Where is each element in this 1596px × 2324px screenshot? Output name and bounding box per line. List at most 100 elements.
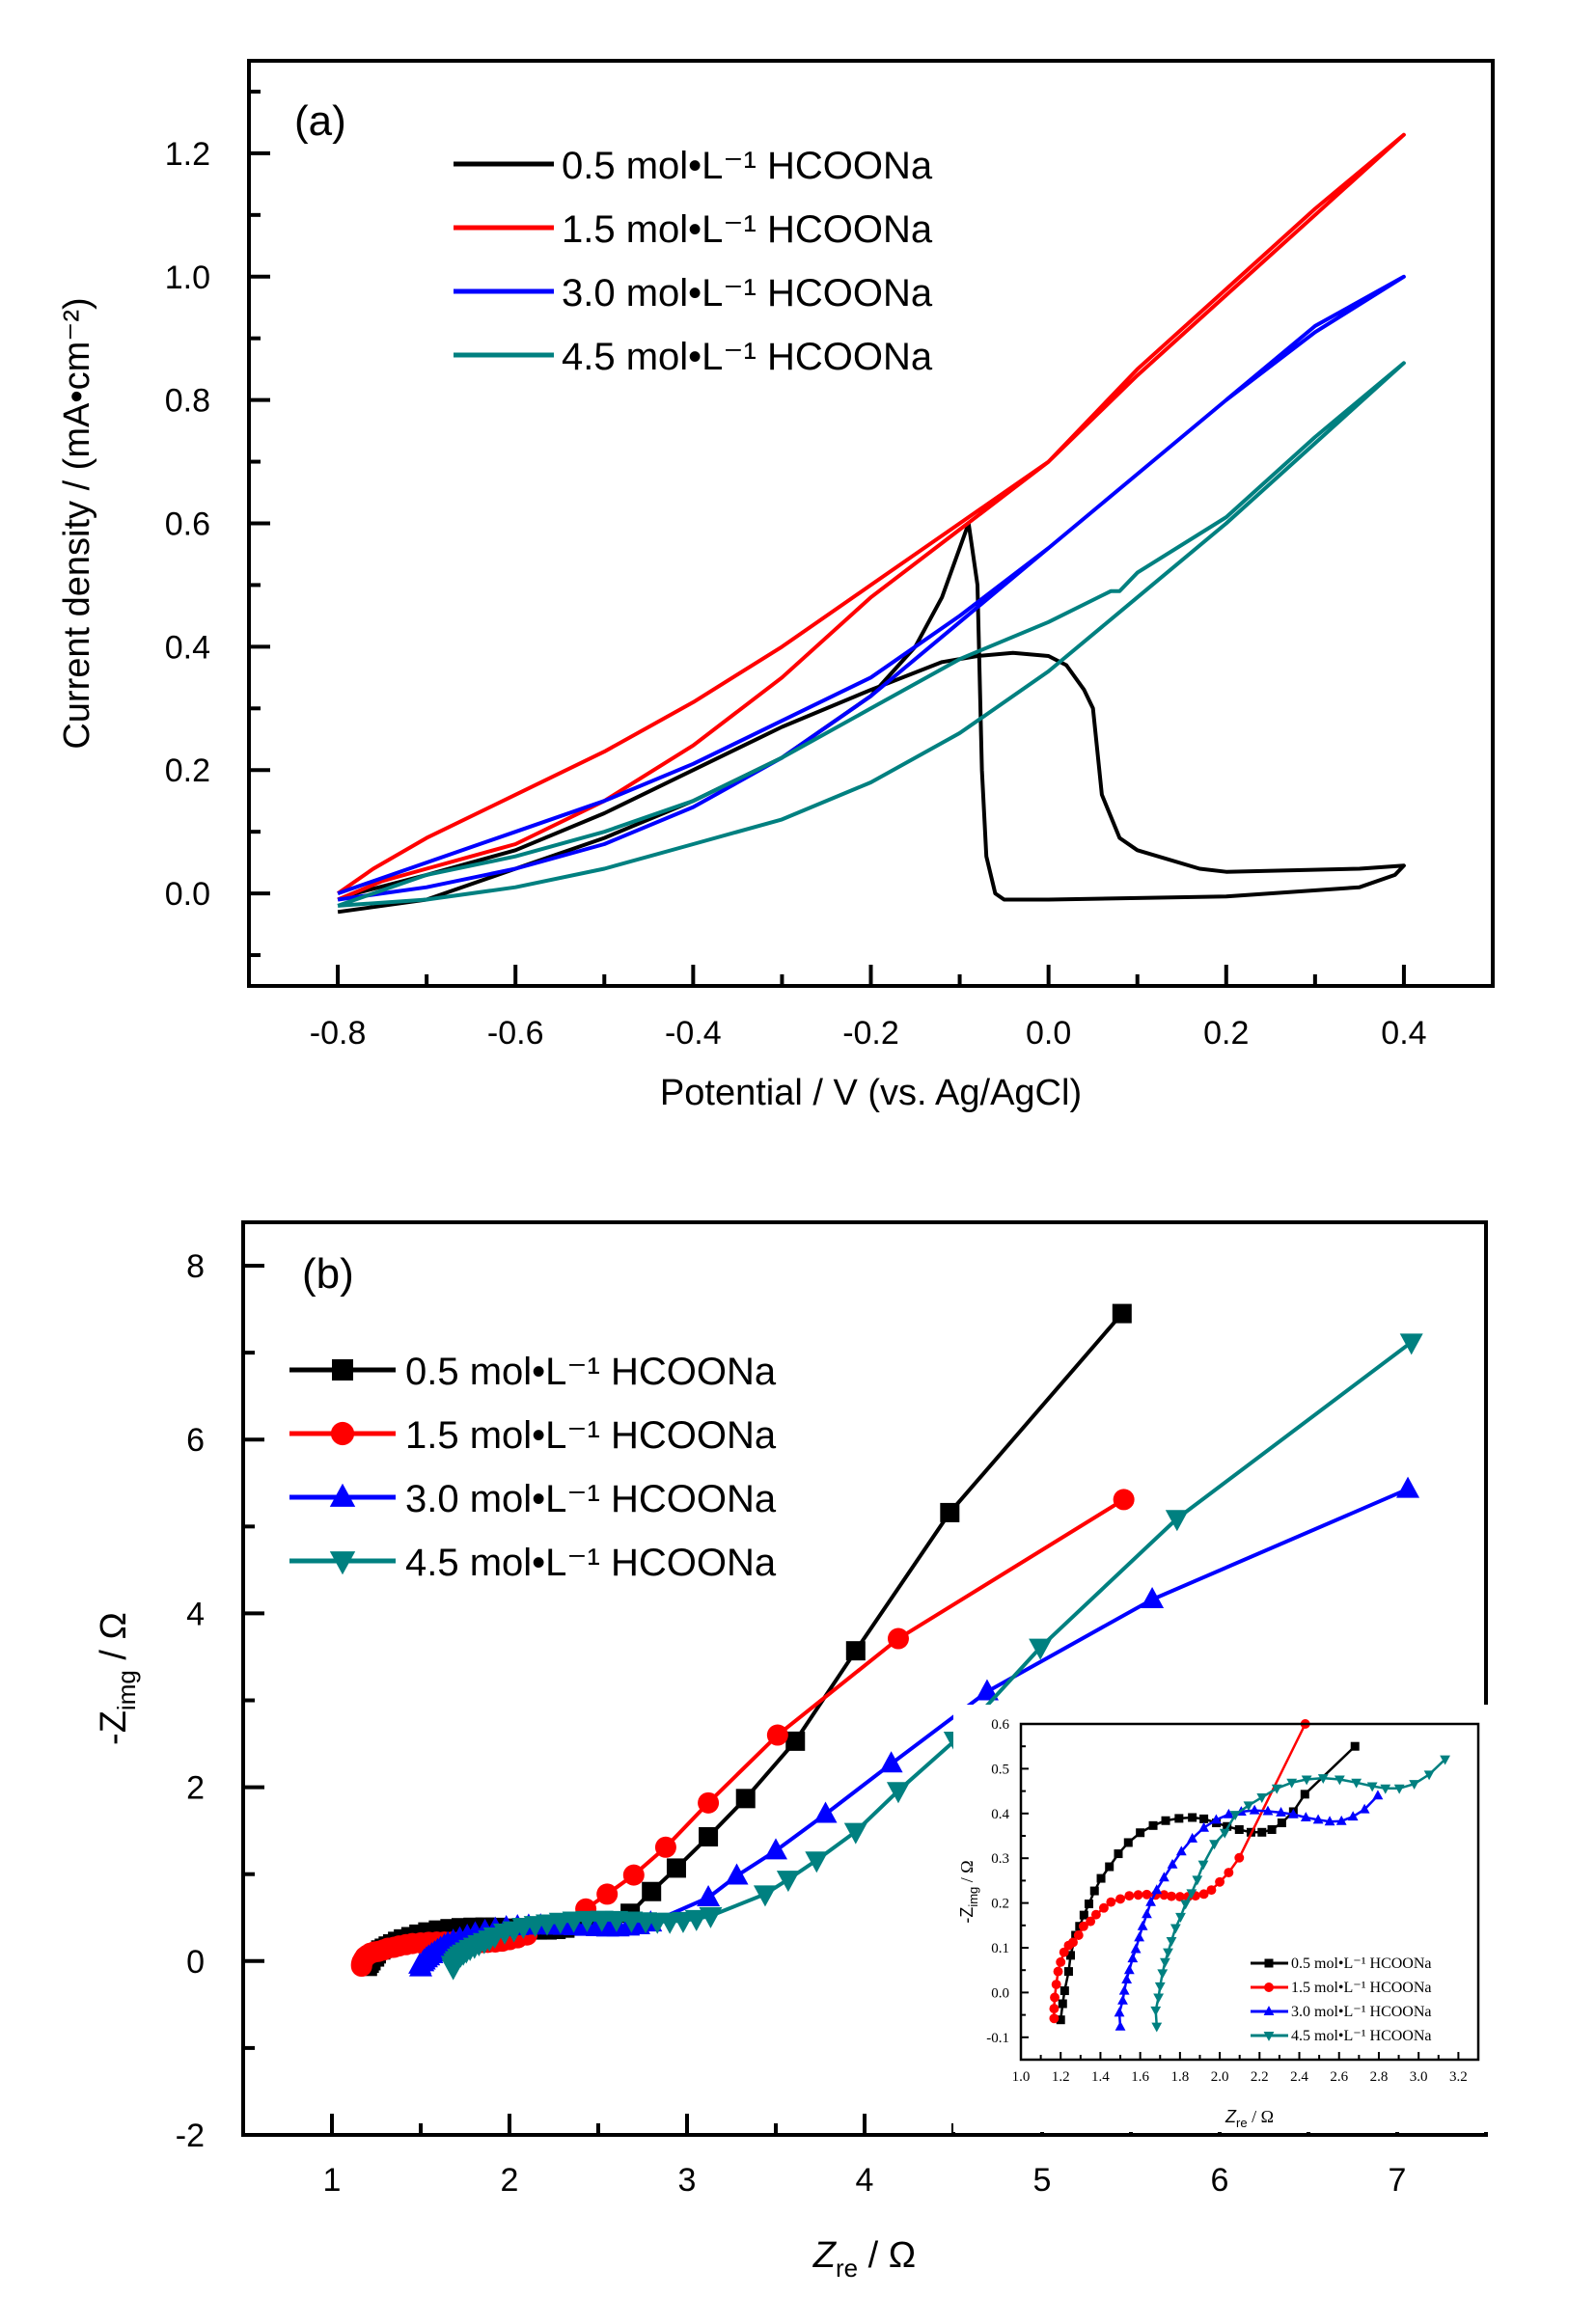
panel-a-series-group — [336, 132, 1406, 915]
panel-b-data-point — [753, 1885, 777, 1907]
legend-label: 0.5 mol•L⁻¹ HCOONa — [405, 1351, 777, 1393]
inset-data-point — [1350, 1741, 1360, 1751]
inset-series-group — [1049, 1719, 1450, 2033]
inset-data-point — [1287, 1808, 1299, 1818]
panel-b-legend-item: 4.5 mol•L⁻¹ HCOONa — [289, 1542, 777, 1584]
inset-series-3 — [1150, 1755, 1450, 2033]
panel-a-series-line-3 — [337, 361, 1406, 908]
panel-b-y-tick-label: 8 — [186, 1248, 205, 1285]
inset-data-point — [1312, 1814, 1324, 1824]
y-title-sub: img — [112, 1670, 141, 1710]
inset-data-point — [1234, 1852, 1245, 1863]
legend-label: 3.0 mol•L⁻¹ HCOONa — [405, 1478, 777, 1520]
inset-data-point — [1124, 1891, 1135, 1901]
panel-a-y-tick-label: 0.6 — [165, 506, 210, 543]
inset-ticks: 1.0 1.2 1.4 1.6 1.8 2.0 2.2 2.4 2.6 2.8 3.0 3.2 -0.1… — [986, 1717, 1468, 2085]
inset-data-point — [1209, 1840, 1220, 1850]
legend-marker-swatch — [1264, 1958, 1274, 1968]
inset-data-point — [1154, 1982, 1166, 1992]
legend-marker-swatch — [330, 1421, 355, 1446]
panel-b-data-point — [622, 1864, 645, 1886]
y-title-unit: / Ω — [94, 1612, 134, 1670]
inset-data-point — [1192, 1875, 1203, 1886]
legend-label: 1.5 mol•L⁻¹ HCOONa — [1291, 1980, 1432, 1996]
inset-legend-item: 1.5 mol•L⁻¹ HCOONa — [1251, 1980, 1432, 1996]
legend-label: 4.5 mol•L⁻¹ HCOONa — [405, 1542, 777, 1584]
panel-a-series-line-1 — [336, 132, 1406, 902]
panel-b-data-point — [654, 1836, 676, 1858]
panel-b-y-tick-label: 0 — [186, 1944, 205, 1981]
panel-a-y-tick-label: 0.0 — [165, 876, 210, 913]
panel-b-data-point — [1396, 1476, 1420, 1498]
inset-data-point — [1150, 2006, 1162, 2016]
inset-y-tick-label: 0.0 — [991, 1985, 1009, 2001]
inset-series-2 — [1114, 1790, 1384, 2031]
inset-data-point — [1056, 2015, 1065, 2025]
inset-data-point — [1301, 1775, 1312, 1786]
panel-a-y-tick-label: 1.2 — [165, 136, 210, 173]
legend-marker-swatch — [329, 1483, 356, 1507]
panel-b-data-point — [887, 1627, 909, 1650]
inset-data-point — [1133, 1890, 1143, 1900]
panel-b-label: (b) — [302, 1250, 354, 1298]
inset-data-point — [1068, 1937, 1078, 1948]
inset-data-point — [1114, 1849, 1123, 1859]
inset-data-point — [1053, 1966, 1063, 1977]
inset-x-tick-label: 2.2 — [1251, 2069, 1269, 2085]
panel-a-legend: 0.5 mol•L⁻¹ HCOONa 1.5 mol•L⁻¹ HCOONa 3.0 … — [454, 145, 933, 378]
inset-data-point — [1440, 1755, 1450, 1765]
panel-a-cv-chart: -0.8 -0.6 -0.4 -0.2 0.0 0.2 0.4 0.0 0.2 0.4 0.6 0.8… — [57, 59, 1495, 1113]
panel-b-data-point — [845, 1641, 866, 1661]
panel-b-data-point — [590, 1910, 614, 1932]
inset-x-tick-label: 3.2 — [1449, 2069, 1468, 2085]
inset-x-tick-label: 1.2 — [1052, 2069, 1070, 2085]
panel-a-series-line-0 — [337, 521, 1406, 915]
inset-data-point — [1267, 1825, 1277, 1835]
inset-data-point — [1229, 1811, 1241, 1821]
panel-b-data-point — [666, 1858, 686, 1878]
inset-data-point — [1188, 1813, 1197, 1822]
inset-data-point — [1347, 1811, 1359, 1821]
inset-data-point — [1123, 1964, 1135, 1975]
legend-marker-swatch — [1263, 2031, 1275, 2041]
inset-background — [953, 1705, 1493, 2132]
panel-b-x-tick-label: 4 — [856, 2162, 874, 2199]
inset-data-point — [1127, 1953, 1139, 1963]
panel-b-y-axis-title: -Zimg / Ω — [94, 1612, 141, 1745]
inset-data-point — [1078, 1921, 1088, 1931]
panel-b-x-tick-label: 5 — [1033, 2162, 1052, 2199]
panel-a-y-tick-label: 0.8 — [165, 383, 210, 420]
panel-b-data-point — [735, 1789, 756, 1809]
inset-data-point — [1084, 1900, 1093, 1909]
inset-data-point — [1050, 1992, 1059, 2003]
inset-y-tick-label: 0.2 — [991, 1897, 1009, 1912]
inset-data-point — [1105, 1862, 1114, 1872]
x-title-main: Z — [812, 2235, 838, 2276]
inset-y-tick-label: 0.5 — [991, 1762, 1009, 1777]
panel-b-data-point — [766, 1724, 788, 1746]
inset-y-title-main: -Z — [957, 1907, 977, 1924]
inset-data-point — [1079, 1910, 1088, 1920]
x-title-sub: re — [836, 2254, 858, 2283]
inset-x-title-main: Z — [1225, 2107, 1237, 2126]
inset-data-point — [1277, 1818, 1286, 1828]
inset-data-point — [1175, 1846, 1187, 1856]
inset-data-point — [1359, 1803, 1370, 1814]
inset-x-tick-label: 2.4 — [1290, 2069, 1308, 2085]
inset-data-point — [1198, 1889, 1209, 1900]
inset-data-point — [1090, 1909, 1101, 1920]
panel-b-y-tick-label: -2 — [176, 2118, 205, 2154]
inset-data-point — [1073, 1930, 1084, 1940]
legend-label: 1.5 mol•L⁻¹ HCOONa — [405, 1414, 777, 1457]
inset-x-tick-label: 3.0 — [1410, 2069, 1428, 2085]
inset-plot-frame — [1019, 1722, 1480, 2062]
panel-b-data-point — [1165, 1510, 1189, 1532]
panel-b-x-axis-title: Zre / Ω — [812, 2235, 916, 2283]
inset-y-axis-title: -Zimg / Ω — [957, 1860, 980, 1923]
x-title-unit: / Ω — [858, 2235, 916, 2276]
inset-data-point — [1262, 1805, 1274, 1816]
inset-data-point — [1199, 1814, 1209, 1823]
inset-data-point — [1049, 2013, 1059, 2024]
inset-data-point — [1335, 1815, 1347, 1825]
inset-x-tick-label: 1.4 — [1091, 2069, 1110, 2085]
